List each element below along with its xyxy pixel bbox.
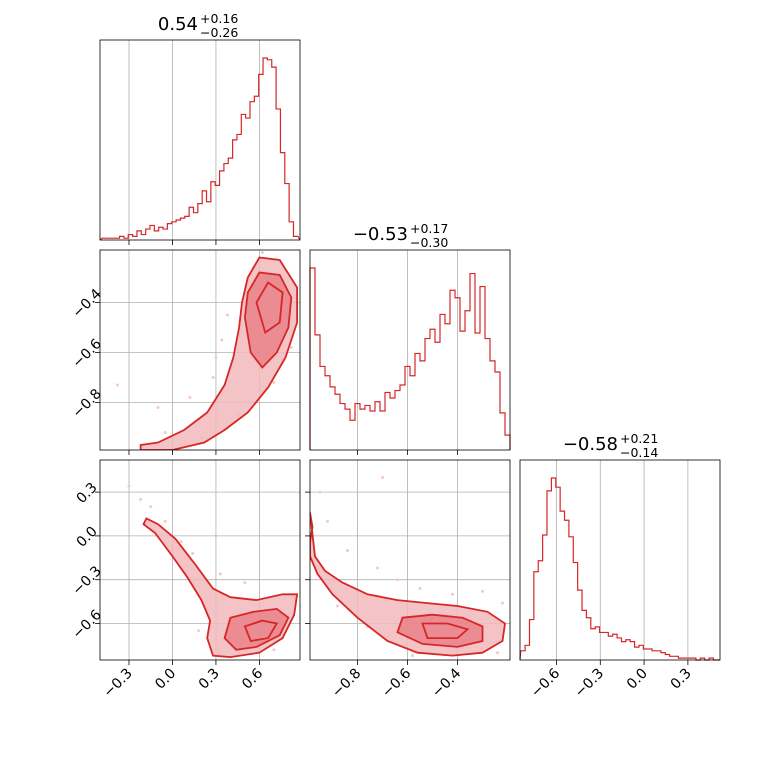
x-tick-label: −0.6 bbox=[528, 665, 563, 700]
y-tick-label: −0.6 bbox=[69, 607, 104, 642]
histogram-panel-0: 0.54 +0.16−0.26 bbox=[99, 11, 301, 245]
scatter-point bbox=[156, 406, 160, 409]
scatter-point bbox=[411, 654, 414, 658]
scatter-point bbox=[243, 581, 247, 585]
y-tick-label: −0.3 bbox=[69, 563, 104, 598]
x-tick-label: 0.6 bbox=[239, 665, 266, 692]
histogram-panel-1: −0.53 +0.17−0.30 bbox=[309, 221, 511, 455]
y-tick-label: −0.6 bbox=[69, 336, 104, 371]
scatter-point bbox=[188, 396, 192, 399]
contour-line-core bbox=[421, 622, 470, 639]
contour-panel-1-0: −0.8 −0.6 −0.4 bbox=[69, 249, 301, 455]
x-tick-label: 0.0 bbox=[152, 666, 179, 693]
histogram-series bbox=[519, 477, 720, 661]
scatter-point bbox=[451, 592, 454, 596]
scatter-point bbox=[376, 566, 379, 570]
scatter-point bbox=[115, 383, 119, 387]
scatter-point bbox=[326, 519, 329, 523]
scatter-point bbox=[381, 476, 384, 480]
contour-fill-inner bbox=[224, 608, 289, 650]
scatter-point bbox=[260, 251, 264, 254]
scatter-point bbox=[218, 572, 222, 576]
histogram-title-plus: +0.16 bbox=[200, 11, 238, 26]
scatter-point bbox=[214, 356, 218, 359]
contour-line-outer bbox=[310, 512, 506, 657]
y-tick-label: 0.3 bbox=[74, 480, 101, 507]
scatter-point bbox=[220, 338, 224, 342]
contour-layer bbox=[115, 251, 298, 450]
contour-line-outer bbox=[142, 517, 299, 659]
contour-panel-2-1-frame bbox=[309, 459, 511, 661]
contour-layer bbox=[310, 476, 506, 658]
scatter-point bbox=[346, 549, 349, 553]
contour-panel-1-0-frame bbox=[99, 249, 301, 451]
x-tick-label: 0.3 bbox=[668, 666, 695, 693]
contour-line-core bbox=[255, 281, 284, 334]
histogram-title-minus: −0.30 bbox=[410, 235, 448, 250]
scatter-point bbox=[226, 313, 230, 317]
x-tick-label: −0.3 bbox=[572, 666, 607, 701]
contour-panel-2-0: −0.6 −0.3 0.0 0.3 −0.3 0.0 0.3 0.6 bbox=[69, 459, 301, 701]
contour-line-inner bbox=[243, 271, 293, 369]
histogram-series bbox=[99, 57, 301, 241]
scatter-point bbox=[501, 601, 504, 605]
scatter-point bbox=[496, 651, 499, 655]
scatter-point bbox=[336, 604, 339, 608]
scatter-point bbox=[289, 346, 293, 349]
scatter-point bbox=[163, 519, 167, 523]
histogram-title-minus: −0.26 bbox=[200, 25, 238, 40]
scatter-point bbox=[211, 376, 215, 379]
histogram-title-plus: +0.17 bbox=[410, 221, 448, 236]
histogram-panel-1-frame bbox=[309, 249, 511, 451]
contour-fill-inner bbox=[397, 614, 483, 647]
x-tick-label: −0.6 bbox=[379, 665, 414, 700]
x-tick-label: −0.4 bbox=[429, 665, 464, 700]
y-tick-label: 0.0 bbox=[74, 524, 101, 551]
scatter-point bbox=[318, 490, 322, 494]
contour-line-inner bbox=[223, 607, 290, 651]
histogram-panel-2: −0.6 −0.3 0.0 0.3 −0.58 +0.21−0.14 bbox=[519, 431, 721, 701]
contour-panel-2-0-frame bbox=[99, 459, 301, 661]
histogram-series bbox=[309, 267, 511, 450]
y-tick-label: −0.8 bbox=[69, 386, 104, 421]
contour-line-inner bbox=[396, 613, 484, 648]
scatter-point bbox=[197, 629, 201, 633]
x-tick-label: 0.0 bbox=[624, 666, 651, 693]
histogram-panel-0-frame bbox=[99, 39, 301, 241]
scatter-point bbox=[179, 540, 183, 544]
x-tick-label: −0.3 bbox=[100, 666, 135, 701]
contour-line-outer bbox=[139, 256, 298, 450]
contour-panel-2-1: −0.8 −0.6 −0.4 bbox=[305, 459, 511, 701]
histogram-title-minus: −0.14 bbox=[620, 445, 658, 460]
histogram-panel-2-frame bbox=[519, 459, 721, 661]
x-tick-label: 0.3 bbox=[196, 666, 223, 693]
contour-line-core bbox=[243, 619, 279, 643]
scatter-point bbox=[163, 431, 167, 434]
contour-layer bbox=[127, 484, 299, 659]
contour-fill-inner bbox=[244, 272, 292, 368]
x-tick-label: −0.8 bbox=[329, 666, 364, 701]
scatter-point bbox=[139, 497, 143, 501]
scatter-point bbox=[396, 578, 399, 582]
scatter-point bbox=[272, 648, 276, 652]
histogram-title-value: −0.58 bbox=[563, 434, 618, 455]
histogram-title-value: −0.53 bbox=[353, 224, 408, 245]
scatter-point bbox=[127, 484, 131, 488]
scatter-point bbox=[191, 551, 195, 555]
histogram-title-plus: +0.21 bbox=[620, 431, 658, 446]
scatter-point bbox=[149, 505, 153, 509]
scatter-point bbox=[481, 589, 484, 593]
scatter-point bbox=[272, 381, 276, 384]
y-tick-label: −0.4 bbox=[69, 286, 104, 321]
histogram-title-value: 0.54 bbox=[158, 14, 198, 35]
scatter-point bbox=[418, 586, 422, 590]
